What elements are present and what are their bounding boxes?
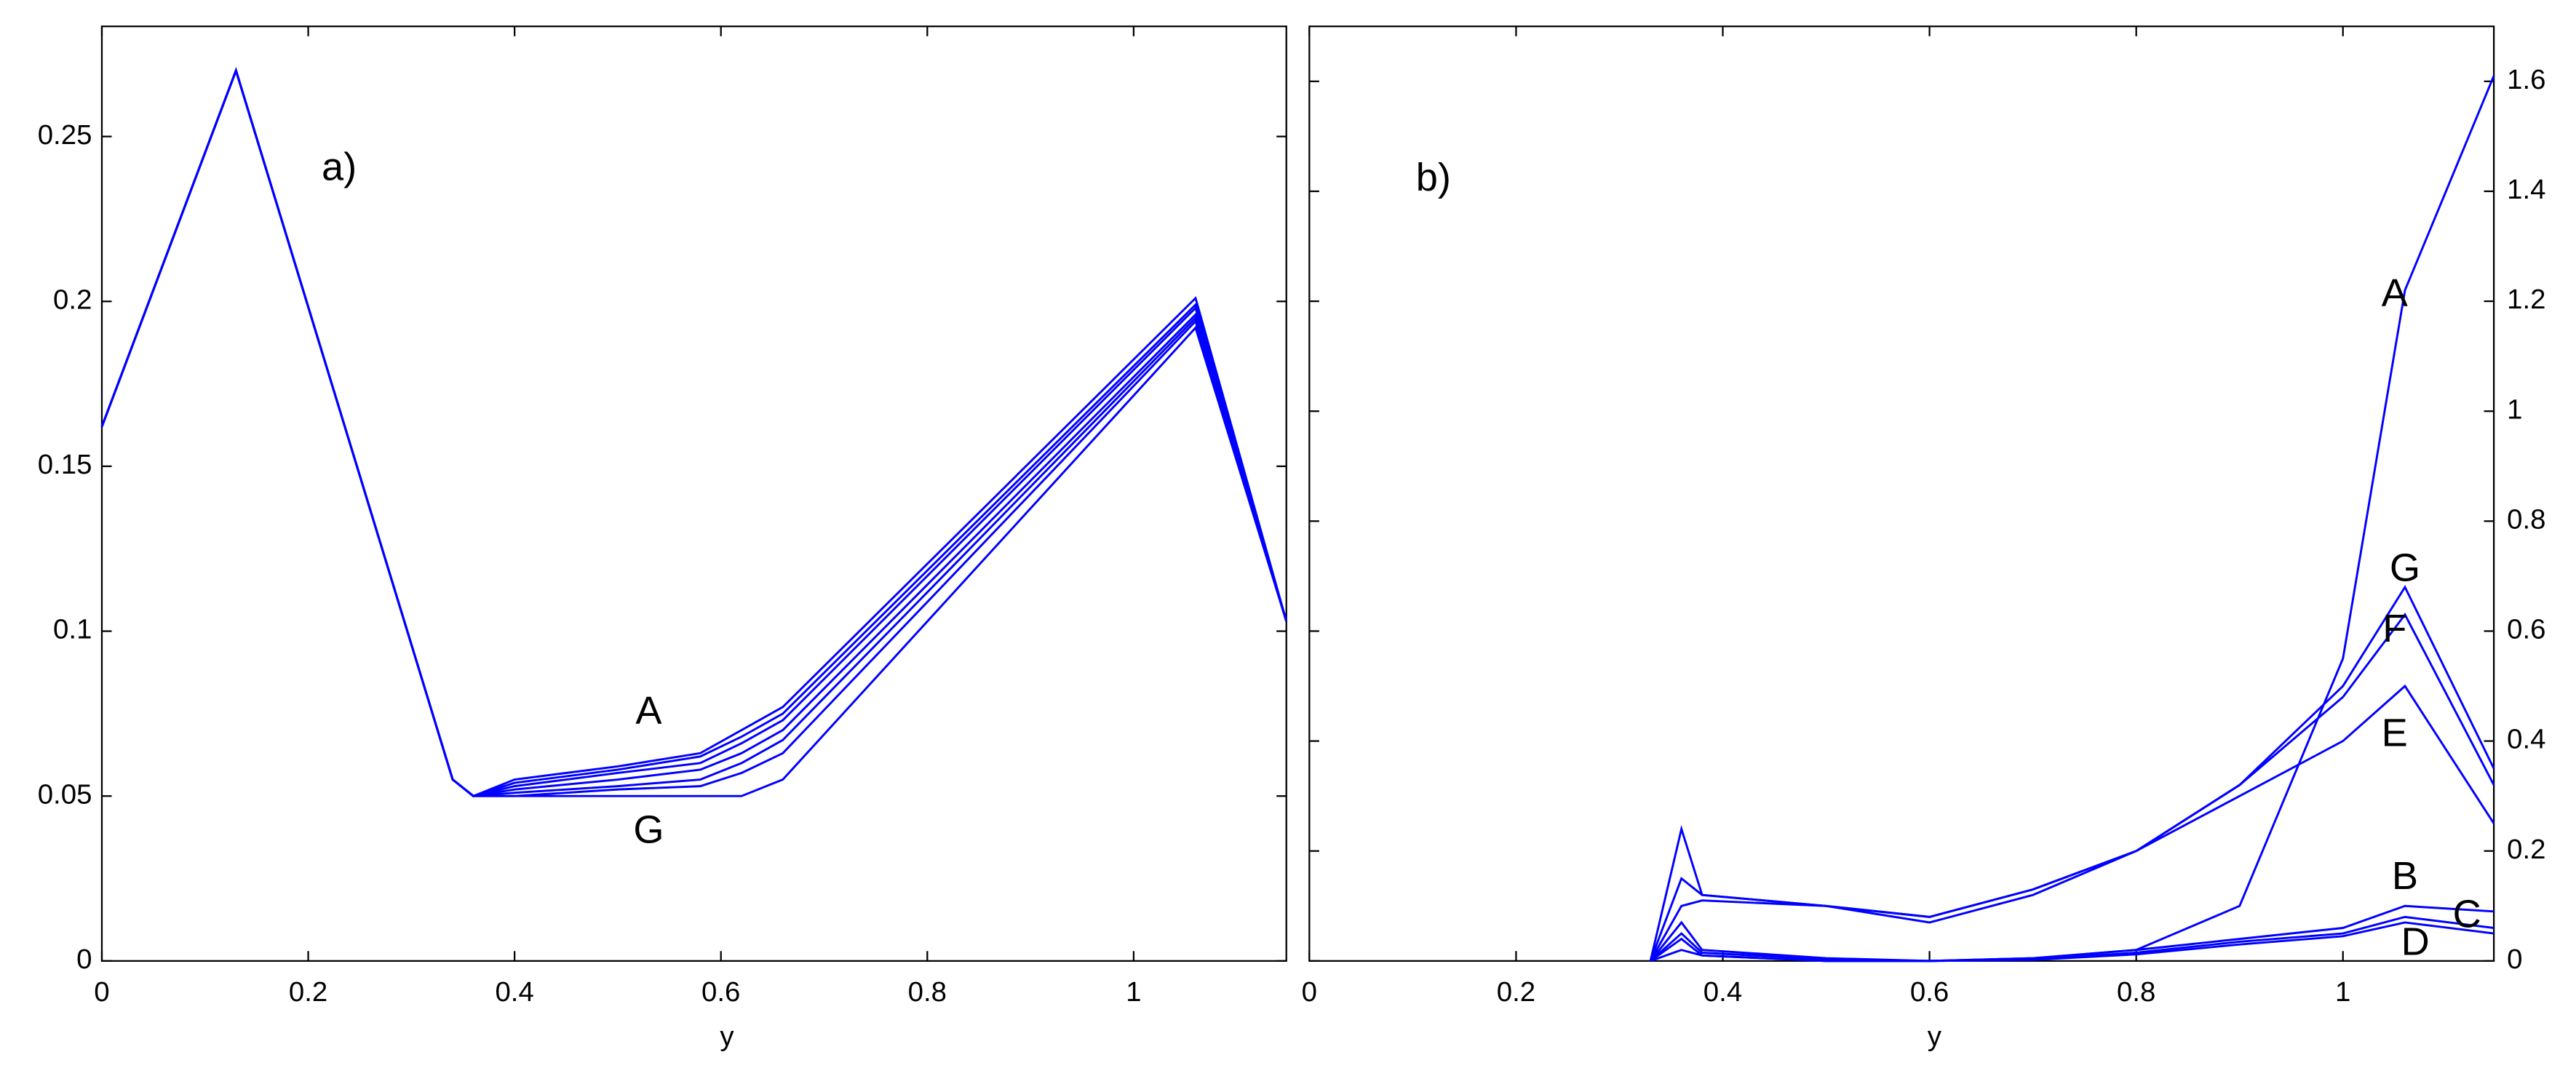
annotation: A [635, 689, 662, 733]
x-tick-label: 0 [1302, 976, 1317, 1008]
annotation: G [2390, 546, 2420, 590]
series-line [1649, 613, 2495, 962]
x-tick-label: 0.4 [495, 976, 533, 1008]
y-tick-label: 0.2 [2507, 834, 2545, 865]
annotation: a) [322, 145, 357, 188]
y-tick-label: 0.8 [2507, 503, 2545, 535]
annotation: D [2401, 920, 2430, 963]
y-tick-label: 0.25 [38, 119, 92, 151]
annotation: B [2392, 854, 2418, 898]
annotation: b) [1416, 156, 1451, 199]
x-tick-label: 0.4 [1704, 976, 1742, 1008]
x-axis-label: y [1928, 1021, 1942, 1052]
x-tick-label: 0.6 [701, 976, 740, 1008]
y-tick-label: 1.6 [2507, 64, 2545, 95]
series-line [1649, 584, 2495, 962]
x-tick-label: 0.8 [2117, 976, 2155, 1008]
y-tick-label: 0.6 [2507, 614, 2545, 645]
x-tick-label: 0.2 [1497, 976, 1535, 1008]
y-tick-label: 0 [76, 944, 92, 975]
x-tick-label: 0.2 [289, 976, 327, 1008]
y-tick-label: 0.1 [53, 614, 92, 645]
series-line [1650, 921, 2494, 963]
annotation: F [2382, 607, 2406, 650]
x-tick-label: 1 [1126, 976, 1141, 1008]
plot-frame [100, 25, 1287, 962]
series-line [1649, 904, 2494, 963]
x-axis-label: y [720, 1021, 734, 1052]
y-tick-label: 0.4 [2507, 724, 2545, 755]
annotation: C [2453, 893, 2481, 936]
x-tick-label: 1 [2335, 976, 2350, 1008]
annotation: E [2382, 711, 2408, 754]
x-tick-label: 0.6 [1910, 976, 1949, 1008]
plot-frame [1308, 25, 2495, 962]
annotation: G [633, 808, 664, 851]
y-tick-label: 0.2 [53, 284, 92, 315]
y-tick-label: 1.4 [2507, 174, 2545, 205]
y-tick-label: 1.2 [2507, 284, 2545, 315]
y-tick-label: 1 [2507, 394, 2522, 425]
series-line [100, 67, 1288, 797]
x-tick-label: 0 [94, 976, 109, 1008]
annotation: A [2382, 271, 2409, 315]
y-tick-label: 0.05 [38, 778, 92, 810]
y-tick-label: 0.15 [38, 449, 92, 480]
x-tick-label: 0.8 [908, 976, 947, 1008]
y-tick-label: 0 [2507, 944, 2522, 975]
